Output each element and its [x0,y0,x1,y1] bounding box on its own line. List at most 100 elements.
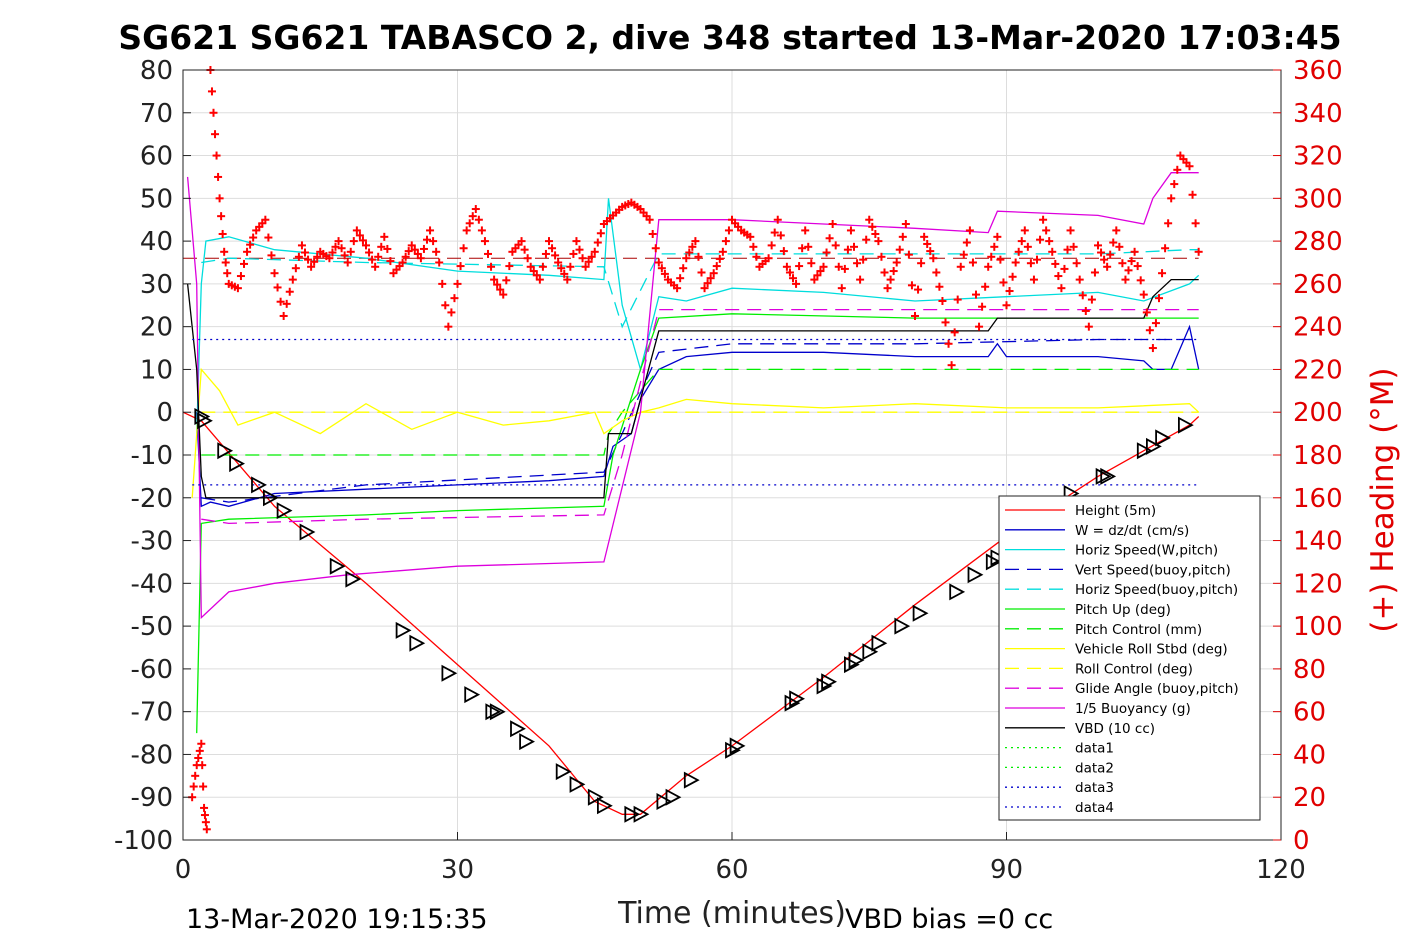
heading-point [819,262,828,271]
y-tick-label: -90 [131,783,173,813]
depth-marker [409,634,426,652]
heading-point [1103,262,1112,271]
heading-point [419,244,428,253]
heading-point [1054,272,1063,281]
heading-point [450,294,459,303]
heading-point [426,226,435,235]
heading-point [813,271,822,280]
right-y-tick-label: 0 [1293,826,1310,856]
heading-point [880,268,889,277]
heading-point [413,249,422,258]
depth-marker [569,775,586,793]
heading-point [596,229,605,238]
depth-marker [949,583,966,601]
depth-marker [485,703,502,721]
heading-point [264,233,273,242]
heading-point [1124,266,1133,275]
heading-point [328,248,337,257]
heading-point [1042,226,1051,235]
heading-point [532,271,541,280]
heading-point [645,215,654,224]
heading-point [1072,259,1081,268]
heading-point [362,241,370,250]
heading-point [968,258,977,267]
heading-point [773,215,782,224]
legend-entry-label: 1/5 Buoyancy (g) [1075,701,1191,717]
heading-point [1155,294,1163,303]
heading-point [474,215,483,224]
heading-point [566,262,575,271]
x-tick-label: 30 [441,855,474,885]
depth-marker [441,664,458,682]
depth-marker [862,643,879,661]
right-y-tick-label: 240 [1293,313,1343,343]
x-tick-label: 0 [175,855,192,885]
legend-entry-label: Horiz Speed(W,pitch) [1075,543,1218,559]
heading-point [401,252,410,261]
heading-point [1051,259,1060,268]
heading-point [895,245,904,254]
heading-point [520,245,529,254]
heading-point [551,251,560,260]
heading-point [502,276,511,285]
y-tick-label: -70 [131,698,173,728]
legend-entry-label: Pitch Up (deg) [1075,602,1171,618]
heading-point [770,228,779,237]
series-line [201,249,1199,329]
heading-point [410,245,419,254]
series-line [186,172,1199,620]
depth-marker [587,788,604,806]
heading-point [304,255,313,264]
heading-point [429,237,438,246]
heading-point [587,252,596,261]
heading-point [1136,276,1145,285]
depth-marker [784,694,801,712]
heading-point [1075,275,1084,284]
legend-entry-label: Roll Control (deg) [1075,661,1193,677]
heading-point [301,248,309,257]
heading-point [801,226,810,235]
heading-point [1090,268,1099,277]
heading-point [972,290,980,299]
heading-point [349,237,358,246]
heading-point [975,322,984,331]
heading-point [1161,244,1170,253]
y-tick-label: 70 [140,99,173,129]
heading-point [1094,241,1102,250]
heading-point [423,235,431,244]
heading-point [569,249,578,258]
heading-point [709,269,718,278]
x-tick-label: 90 [990,855,1023,885]
depth-marker [597,797,613,815]
heading-point [545,237,553,246]
depth-marker [555,763,572,781]
series-line [191,367,1200,498]
heading-point [218,229,227,238]
heading-point [865,215,874,224]
heading-point [990,242,999,251]
heading-point [843,245,852,254]
heading-point [198,761,207,770]
heading-point [223,269,232,278]
heading-point [700,284,709,293]
heading-point [529,267,538,276]
depth-marker [816,677,833,695]
heading-point [195,746,204,755]
depth-marker [197,412,213,430]
heading-point [471,205,480,214]
heading-point [993,232,1002,241]
heading-point [1151,319,1160,328]
heading-point [459,244,468,253]
right-y-tick-label: 180 [1293,441,1343,471]
heading-point [380,232,389,241]
heading-point [1023,242,1032,251]
heading-point [697,268,706,277]
heading-point [987,252,996,261]
heading-point [267,251,276,260]
y-tick-label: -50 [131,612,173,642]
depth-marker [683,771,700,789]
depth-marker [1155,429,1171,447]
heading-point [1078,291,1087,300]
heading-point [383,244,392,253]
